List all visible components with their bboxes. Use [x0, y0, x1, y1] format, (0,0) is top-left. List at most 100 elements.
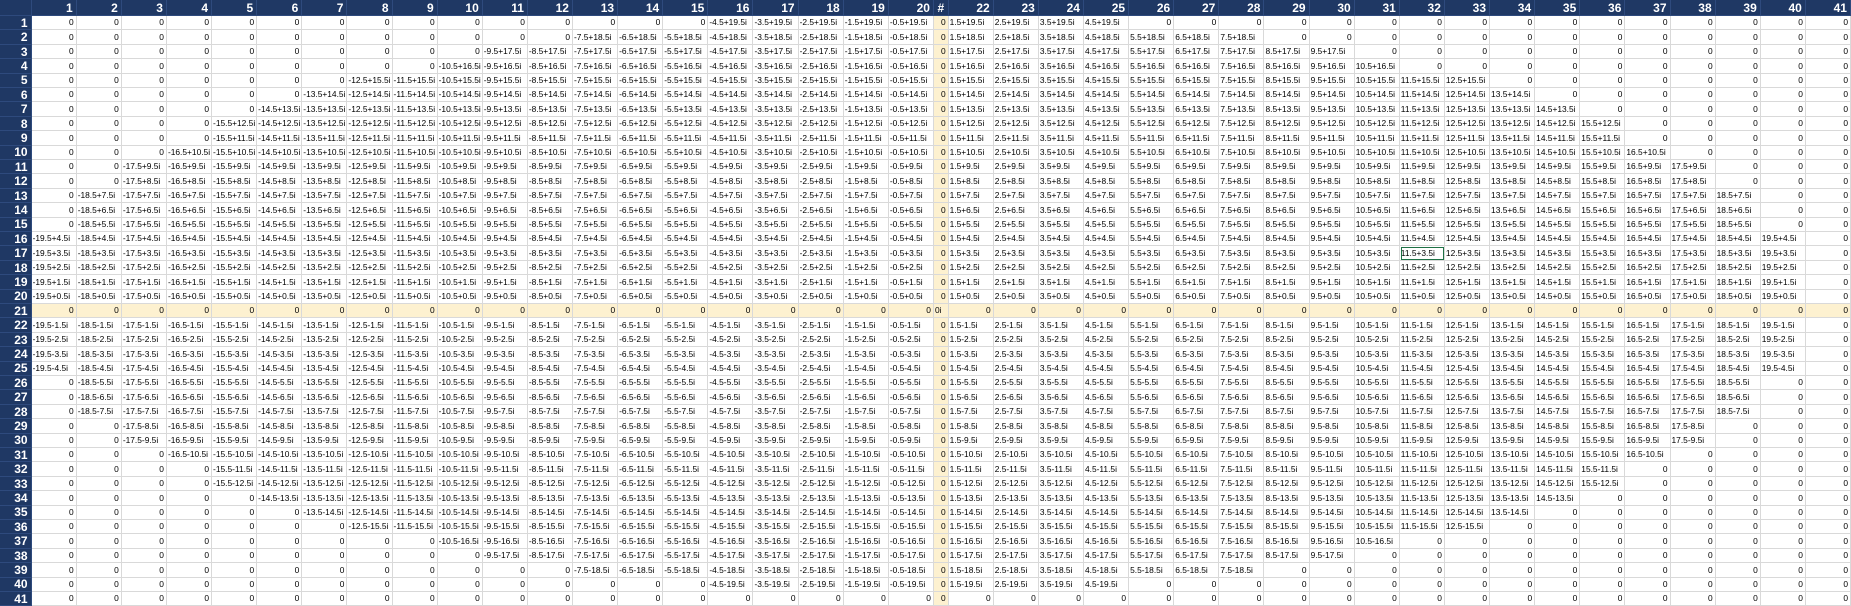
grid-cell[interactable]: 8.5-7.5i	[1264, 404, 1310, 420]
grid-cell[interactable]: -10.5+12.5i	[437, 116, 483, 132]
grid-cell[interactable]: -18.5+0.5i	[76, 289, 122, 304]
grid-cell[interactable]: -14.5-9.5i	[257, 433, 303, 448]
grid-cell[interactable]: 0	[1625, 73, 1671, 88]
grid-cell[interactable]: -10.5-12.5i	[437, 476, 483, 492]
grid-cell[interactable]: 10.5+4.5i	[1354, 232, 1400, 247]
grid-cell[interactable]: 2.5-4.5i	[993, 361, 1039, 376]
grid-cell[interactable]: 0	[933, 577, 949, 592]
grid-cell[interactable]: -1.5+8.5i	[843, 174, 889, 189]
grid-cell[interactable]: -1.5-8.5i	[843, 419, 889, 434]
grid-cell[interactable]: 0	[1715, 563, 1761, 578]
grid-cell[interactable]: 11.5-14.5i	[1399, 505, 1445, 520]
grid-cell[interactable]: 0	[212, 73, 258, 88]
grid-cell[interactable]: 9.5-15.5i	[1309, 520, 1355, 535]
grid-cell[interactable]: 0	[1670, 505, 1716, 520]
grid-cell[interactable]: 0	[212, 520, 258, 535]
grid-cell[interactable]: 0	[1264, 563, 1310, 578]
grid-cell[interactable]: -0.5+10.5i	[888, 145, 934, 160]
grid-cell[interactable]: 0	[1715, 548, 1761, 564]
grid-cell[interactable]: 14.5+3.5i	[1535, 246, 1581, 261]
grid-cell[interactable]: 4.5+9.5i	[1083, 160, 1130, 175]
grid-cell[interactable]: -8.5+9.5i	[527, 160, 573, 175]
grid-cell[interactable]: 0	[1580, 577, 1626, 592]
grid-cell[interactable]: -2.5-3.5i	[798, 347, 844, 362]
grid-cell[interactable]: -1.5-3.5i	[843, 347, 889, 362]
grid-cell[interactable]: 0	[1805, 88, 1851, 103]
grid-cell[interactable]: 15.5-11.5i	[1580, 462, 1626, 477]
grid-cell[interactable]: 4.5+8.5i	[1083, 174, 1130, 189]
grid-cell[interactable]: -1.5+9.5i	[843, 160, 889, 175]
grid-cell[interactable]: 0	[1625, 520, 1671, 535]
row-header-4[interactable]: 4	[0, 59, 32, 74]
grid-cell[interactable]: -6.5-8.5i	[618, 419, 664, 434]
grid-cell[interactable]: 0	[1760, 462, 1806, 477]
grid-cell[interactable]: -7.5+7.5i	[573, 188, 619, 204]
grid-cell[interactable]: -15.5-10.5i	[212, 448, 258, 463]
grid-cell[interactable]: 13.5-9.5i	[1490, 433, 1536, 448]
grid-cell[interactable]: 0	[1490, 59, 1536, 74]
grid-cell[interactable]: 14.5-6.5i	[1535, 390, 1581, 405]
grid-cell[interactable]: 0	[1670, 577, 1716, 592]
grid-cell[interactable]: -1.5+1.5i	[843, 275, 889, 290]
grid-cell[interactable]: 3.5+18.5i	[1038, 30, 1084, 45]
grid-cell[interactable]: -11.5+14.5i	[392, 88, 438, 103]
grid-cell[interactable]: 0	[302, 577, 348, 592]
grid-cell[interactable]: 13.5-1.5i	[1490, 318, 1536, 333]
grid-cell[interactable]: 8.5+0.5i	[1264, 289, 1310, 304]
column-header-23[interactable]: 23	[993, 0, 1039, 16]
grid-cell[interactable]: 9.5-5.5i	[1309, 376, 1355, 391]
grid-cell[interactable]: -10.5-1.5i	[437, 318, 483, 333]
grid-cell[interactable]: 12.5-3.5i	[1444, 347, 1491, 362]
grid-cell[interactable]: 3.5-14.5i	[1038, 505, 1084, 520]
column-header-27[interactable]: 27	[1174, 0, 1220, 16]
grid-cell[interactable]: 0	[212, 59, 258, 74]
grid-cell[interactable]: 0	[1805, 332, 1851, 348]
grid-cell[interactable]: 16.5-9.5i	[1625, 433, 1671, 448]
grid-cell[interactable]: -0.5+7.5i	[888, 188, 934, 204]
grid-cell[interactable]: 0	[1174, 16, 1220, 31]
grid-cell[interactable]: 0	[121, 548, 167, 564]
column-header-30[interactable]: 30	[1309, 0, 1355, 16]
grid-cell[interactable]: -12.5-1.5i	[347, 318, 393, 333]
grid-cell[interactable]: 10.5-12.5i	[1354, 476, 1400, 492]
grid-cell[interactable]: 13.5+13.5i	[1490, 102, 1536, 117]
grid-cell[interactable]: -6.5+0.5i	[618, 289, 664, 304]
grid-cell[interactable]: 11.5+10.5i	[1399, 145, 1445, 160]
grid-cell[interactable]: 0	[31, 419, 77, 434]
grid-cell[interactable]: -7.5-9.5i	[573, 433, 619, 448]
grid-cell[interactable]: -10.5-8.5i	[437, 419, 483, 434]
grid-cell[interactable]: -6.5+6.5i	[618, 203, 664, 218]
grid-cell[interactable]: 2.5-15.5i	[993, 520, 1039, 535]
grid-cell[interactable]: 8.5+12.5i	[1264, 116, 1310, 132]
grid-cell[interactable]: -8.5-1.5i	[527, 318, 573, 333]
grid-cell[interactable]: 11.5+8.5i	[1399, 174, 1445, 189]
grid-cell[interactable]: 0	[1760, 476, 1806, 492]
grid-cell[interactable]: 0	[948, 304, 994, 319]
grid-cell[interactable]: 2.5+16.5i	[993, 59, 1039, 74]
grid-cell[interactable]: -6.5+14.5i	[618, 88, 664, 103]
grid-cell[interactable]: -10.5+8.5i	[437, 174, 483, 189]
grid-cell[interactable]: 17.5-6.5i	[1670, 390, 1716, 405]
grid-cell[interactable]: 0	[933, 232, 949, 247]
grid-cell[interactable]: -10.5-7.5i	[437, 404, 483, 420]
grid-cell[interactable]: -4.5+14.5i	[708, 88, 754, 103]
grid-cell[interactable]: 0	[1535, 505, 1581, 520]
grid-cell[interactable]: 0	[76, 44, 122, 60]
grid-cell[interactable]: 7.5-15.5i	[1219, 520, 1265, 535]
grid-cell[interactable]: -0.5-8.5i	[888, 419, 934, 434]
grid-cell[interactable]: 0	[31, 145, 77, 160]
grid-cell[interactable]: 14.5+6.5i	[1535, 203, 1581, 218]
grid-cell[interactable]: 0	[121, 73, 167, 88]
grid-cell[interactable]: -0.5-16.5i	[888, 534, 934, 549]
grid-cell[interactable]: -1.5-15.5i	[843, 520, 889, 535]
grid-cell[interactable]: 2.5-12.5i	[993, 476, 1039, 492]
grid-cell[interactable]: 0	[527, 592, 573, 606]
grid-cell[interactable]: 0	[1399, 592, 1445, 606]
grid-cell[interactable]: 0	[76, 462, 122, 477]
grid-cell[interactable]: 10.5+11.5i	[1354, 131, 1400, 146]
grid-cell[interactable]: 10.5+16.5i	[1354, 59, 1400, 74]
grid-cell[interactable]: 0	[166, 563, 213, 578]
grid-cell[interactable]: -2.5+11.5i	[798, 131, 844, 146]
grid-cell[interactable]: 4.5-6.5i	[1083, 390, 1130, 405]
grid-cell[interactable]: -1.5+14.5i	[843, 88, 889, 103]
